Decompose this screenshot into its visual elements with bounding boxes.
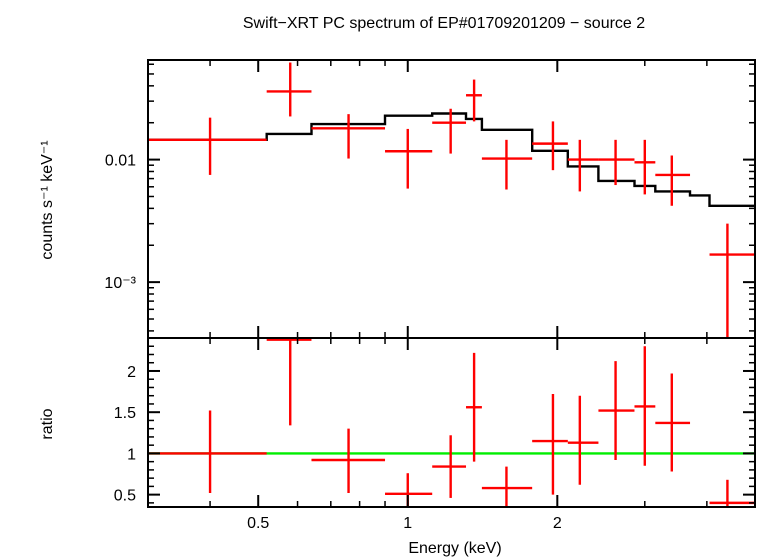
spectrum-data-point-2: [311, 114, 386, 159]
spectrum-data-point-10: [634, 139, 656, 195]
x-tick-label: 0.5: [247, 515, 269, 532]
ratio-data-point-10: [634, 346, 656, 466]
spectrum-data-point-3: [385, 128, 433, 189]
x-tick-label: 1: [403, 515, 412, 532]
spectrum-data-point-0: [148, 117, 267, 175]
ratio-data-point-11: [655, 373, 691, 472]
spectrum-data-point-8: [567, 139, 599, 192]
ratio-data-point-7: [532, 394, 568, 495]
ratio-data-point-2: [311, 428, 386, 493]
x-tick-label: 2: [553, 515, 562, 532]
ratio-data-point-12: [709, 479, 755, 507]
spectrum-data-point-11: [655, 155, 691, 206]
spectrum-data-point-12: [709, 223, 755, 338]
ratio-data-point-0: [148, 410, 267, 493]
ratio-data-point-5: [466, 352, 482, 462]
y-tick-label: 0.5: [114, 488, 136, 505]
y-tick-label: 10⁻³: [104, 275, 136, 292]
spectrum-data-point-1: [266, 62, 312, 117]
ratio-data-point-1: [266, 338, 312, 426]
y-tick-label: 2: [127, 364, 136, 381]
spectrum-panel: 0.01 10⁻³: [104, 59, 756, 339]
top-panel-y-axis-label: counts s⁻¹ keV⁻¹: [39, 140, 56, 259]
ratio-panel: 0.5 1 1.5 2 0.5 1 2: [114, 337, 756, 532]
spectrum-data-point-5: [466, 79, 482, 122]
ratio-panel-frame: [147, 337, 756, 508]
ratio-data-point-4: [432, 435, 467, 498]
y-tick-label: 1.5: [114, 405, 136, 422]
y-tick-label: 1: [127, 446, 136, 463]
bottom-panel-y-axis-label: ratio: [39, 408, 56, 439]
ratio-data-point-8: [567, 395, 599, 485]
ratio-data-point-6: [481, 466, 533, 507]
y-tick-label: 0.01: [105, 153, 136, 170]
spectrum-data-point-7: [532, 121, 568, 171]
spectrum-data-point-6: [481, 139, 533, 190]
spectrum-panel-frame: [147, 59, 756, 339]
spectrum-data-point-9: [598, 139, 635, 186]
spectrum-data-point-4: [432, 108, 467, 154]
x-axis-label: Energy (keV): [408, 540, 501, 557]
chart-title: Swift−XRT PC spectrum of EP#01709201209 …: [243, 15, 645, 32]
ratio-data-point-9: [598, 361, 635, 461]
